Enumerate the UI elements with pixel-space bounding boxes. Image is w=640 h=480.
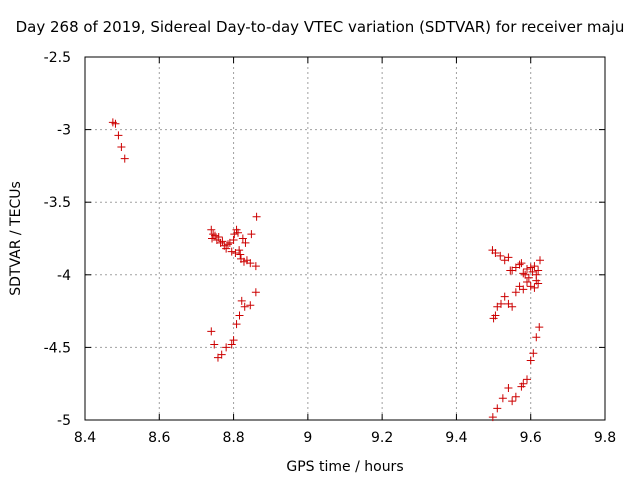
x-tick-label: 8.6: [148, 430, 170, 446]
y-tick-label: -3.5: [44, 195, 71, 211]
data-point: [238, 234, 247, 243]
data-point: [251, 262, 260, 271]
data-point: [207, 225, 216, 234]
y-tick-label: -4.5: [44, 340, 71, 356]
data-point: [241, 238, 250, 247]
data-point: [229, 235, 238, 244]
data-point: [530, 262, 539, 271]
data-point: [519, 379, 528, 388]
data-point: [498, 394, 507, 403]
data-point: [536, 256, 544, 265]
data-point: [497, 299, 505, 308]
data-point: [246, 259, 255, 268]
data-point: [500, 292, 509, 301]
data-point: [504, 384, 513, 393]
y-tick-label: -2.5: [44, 50, 71, 66]
data-point: [227, 340, 236, 349]
data-point: [493, 404, 502, 413]
data-point: [504, 253, 513, 262]
data-point: [252, 212, 261, 221]
data-point: [210, 340, 219, 349]
data-point: [120, 154, 129, 163]
data-point: [526, 282, 535, 291]
data-point: [508, 302, 517, 311]
data-point: [526, 263, 535, 272]
data-point: [235, 311, 244, 320]
data-point: [488, 413, 497, 422]
data-point: [523, 278, 531, 287]
chart-title: Day 268 of 2019, Sidereal Day-to-day VTE…: [15, 18, 625, 36]
data-point: [491, 311, 500, 320]
data-point: [251, 288, 260, 297]
data-point: [534, 266, 543, 275]
data-point: [227, 247, 236, 256]
x-tick-label: 9.8: [594, 430, 616, 446]
data-point: [217, 350, 226, 359]
data-point: [511, 288, 520, 297]
x-tick-label: 9.6: [520, 430, 542, 446]
data-point: [491, 249, 500, 258]
data-point: [209, 230, 218, 239]
data-point: [222, 343, 231, 352]
x-tick-label: 9.2: [371, 430, 393, 446]
data-point: [523, 375, 531, 384]
data-point: [517, 259, 526, 268]
plot-frame: [84, 56, 606, 421]
data-point: [240, 302, 249, 311]
data-point: [246, 301, 255, 310]
y-axis-label: SDTVAR / TECUs: [8, 181, 24, 296]
data-point: [526, 356, 535, 365]
x-tick-label: 8.4: [74, 430, 96, 446]
data-point: [237, 296, 246, 305]
data-point: [534, 279, 543, 288]
y-tick-label: -3: [57, 123, 71, 139]
data-point: [211, 231, 219, 240]
data-point: [236, 250, 245, 259]
data-point: [515, 260, 524, 269]
x-tick-label: 9: [303, 430, 312, 446]
data-point: [230, 230, 239, 239]
data-point: [111, 119, 120, 128]
data-point: [234, 228, 243, 237]
data-point: [224, 240, 232, 249]
data-point: [247, 230, 256, 239]
x-tick-label: 9.4: [445, 430, 467, 446]
data-point: [524, 273, 533, 282]
data-point: [508, 397, 517, 406]
data-point: [496, 251, 505, 260]
data-point: [214, 233, 223, 242]
data-point: [519, 285, 528, 294]
data-point: [523, 264, 531, 273]
x-axis-label: GPS time / hours: [286, 459, 403, 475]
data-point: [529, 349, 538, 358]
y-tick-label: -5: [57, 413, 71, 429]
data-point: [218, 237, 227, 246]
data-point: [535, 323, 544, 332]
data-point: [114, 131, 123, 140]
y-tick-label: -4: [57, 268, 71, 284]
data-point: [530, 283, 539, 292]
data-point: [232, 320, 241, 329]
x-tick-label: 8.8: [222, 430, 244, 446]
data-point: [532, 333, 541, 342]
data-point: [222, 244, 231, 253]
data-point: [511, 392, 520, 401]
series-sdtvar: [108, 118, 544, 422]
data-point: [117, 143, 126, 152]
data-point: [519, 269, 528, 278]
data-point: [207, 327, 216, 336]
data-point: [229, 336, 238, 345]
data-point: [235, 246, 244, 255]
